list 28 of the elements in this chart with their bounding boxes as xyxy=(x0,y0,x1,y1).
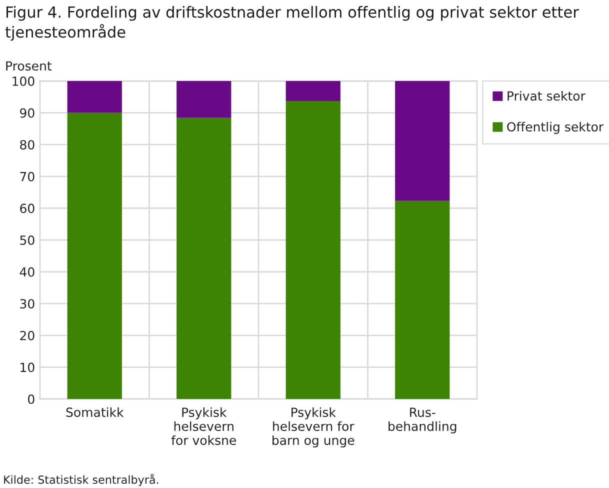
x-tick-label: Psykisk helsevern for voksne xyxy=(171,407,236,446)
y-tick-label: 50 xyxy=(20,235,34,245)
x-tick-label: Rus- behandling xyxy=(388,408,456,434)
bar xyxy=(176,81,232,118)
x-tick-label: Psykisk helsevern for barn og unge xyxy=(272,407,354,448)
y-axis-title: Prosent xyxy=(6,61,52,71)
y-tick-label: 30 xyxy=(20,299,34,309)
x-tick-label: Somatikk xyxy=(66,407,124,418)
y-tick-label: 40 xyxy=(20,267,34,277)
bar xyxy=(395,81,450,201)
bar xyxy=(286,101,340,399)
legend-label: Privat sektor xyxy=(508,91,586,101)
y-tick-label: 20 xyxy=(20,330,34,340)
y-tick-label: 10 xyxy=(20,362,34,372)
bar xyxy=(286,81,340,102)
text: Kilde: Statistisk sentralbyrå. xyxy=(4,474,158,486)
bar xyxy=(395,200,450,399)
y-tick-label: 100 xyxy=(12,76,34,86)
bar xyxy=(67,112,122,399)
y-tick-label: 90 xyxy=(20,108,34,118)
y-tick-label: 70 xyxy=(20,172,34,182)
y-tick-label: 0 xyxy=(28,394,34,404)
chart-title: Figur 4. Fordeling av driftskostnader mellom offentlig og privat sektor etter tjenesteområde xyxy=(5,6,579,41)
legend-label: Offentlig sektor xyxy=(507,122,604,134)
bar xyxy=(67,81,122,113)
y-tick-label: 80 xyxy=(20,140,34,150)
bar xyxy=(176,118,232,399)
y-tick-label: 60 xyxy=(20,204,34,214)
